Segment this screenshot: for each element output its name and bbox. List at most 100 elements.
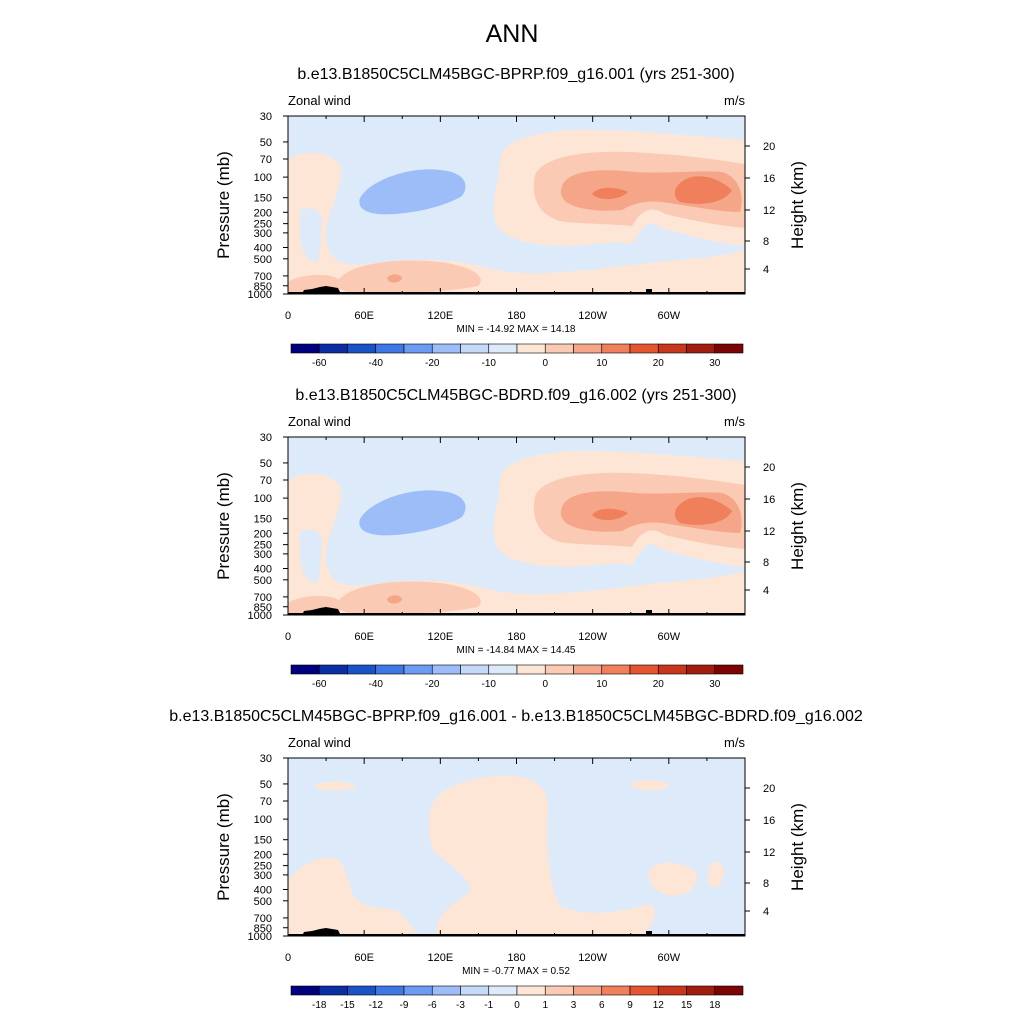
colorbar-swatch bbox=[544, 985, 574, 996]
x-tick-label: 60W bbox=[658, 631, 681, 643]
colorbar-swatch bbox=[460, 343, 490, 354]
colorbar-swatch bbox=[573, 664, 603, 675]
colorbar-swatch bbox=[318, 343, 348, 354]
x-tick-label: 60W bbox=[658, 952, 681, 964]
x-tick-label: 120W bbox=[578, 310, 607, 322]
topography bbox=[646, 931, 652, 936]
y2-tick-label: 8 bbox=[763, 236, 769, 248]
colorbar-label: -40 bbox=[369, 358, 384, 369]
panel-1: b.e13.B1850C5CLM45BGC-BPRP.f09_g16.001 (… bbox=[214, 66, 807, 369]
x-tick-label: 120E bbox=[427, 631, 453, 643]
topography bbox=[646, 610, 652, 615]
y-tick-label: 100 bbox=[254, 172, 272, 184]
colorbar-swatch bbox=[714, 985, 744, 996]
y2-tick-label: 20 bbox=[763, 141, 775, 153]
y2-tick-label: 16 bbox=[763, 173, 775, 185]
figure-title: ANN bbox=[485, 20, 539, 48]
colorbar-label: 18 bbox=[709, 1000, 721, 1011]
y-tick-label: 400 bbox=[254, 563, 272, 575]
colorbar-label: 9 bbox=[627, 1000, 633, 1011]
y-tick-label: 250 bbox=[254, 861, 272, 873]
colorbar-swatch bbox=[516, 343, 546, 354]
topography bbox=[646, 289, 652, 294]
y2-tick-label: 12 bbox=[763, 526, 775, 538]
y-tick-label: 700 bbox=[254, 592, 272, 604]
colorbar-swatch bbox=[629, 343, 659, 354]
x-tick-label: 60E bbox=[354, 952, 374, 964]
colorbar-label: -60 bbox=[312, 358, 327, 369]
colorbar-label: -1 bbox=[484, 1000, 493, 1011]
colorbar-swatch bbox=[714, 664, 744, 675]
colorbar-swatch bbox=[629, 664, 659, 675]
colorbar-label: 0 bbox=[514, 1000, 520, 1011]
tropical-easterly-pocket bbox=[300, 208, 322, 262]
colorbar-label: -6 bbox=[428, 1000, 437, 1011]
y-tick-label: 700 bbox=[254, 271, 272, 283]
panel-variable-label: Zonal wind bbox=[288, 93, 351, 108]
colorbar-label: 30 bbox=[709, 679, 721, 690]
y2-tick-label: 16 bbox=[763, 494, 775, 506]
colorbar-swatch bbox=[290, 985, 320, 996]
y-tick-label: 500 bbox=[254, 575, 272, 587]
colorbar-swatch bbox=[714, 343, 744, 354]
y-tick-label: 100 bbox=[254, 493, 272, 505]
colorbar-swatch bbox=[686, 664, 716, 675]
colorbar-swatch bbox=[290, 343, 320, 354]
y-tick-label: 200 bbox=[254, 528, 272, 540]
y-tick-label: 200 bbox=[254, 207, 272, 219]
colorbar-swatch bbox=[657, 664, 687, 675]
colorbar-label: -60 bbox=[312, 679, 327, 690]
y-tick-label: 30 bbox=[260, 111, 272, 123]
min-max-stats: MIN = -0.77 MAX = 0.52 bbox=[462, 966, 570, 977]
y-tick-label: 250 bbox=[254, 219, 272, 231]
min-max-stats: MIN = -14.92 MAX = 14.18 bbox=[457, 324, 576, 335]
colorbar-label: 30 bbox=[709, 358, 721, 369]
y-tick-label: 50 bbox=[260, 779, 272, 791]
panel-3: b.e13.B1850C5CLM45BGC-BPRP.f09_g16.001 -… bbox=[169, 708, 863, 1011]
y2-tick-label: 12 bbox=[763, 847, 775, 859]
panel-units-label: m/s bbox=[724, 93, 745, 108]
colorbar-swatch bbox=[657, 343, 687, 354]
x-tick-label: 60W bbox=[658, 310, 681, 322]
y-tick-label: 850 bbox=[254, 281, 272, 293]
colorbar-label: 6 bbox=[599, 1000, 605, 1011]
y2-tick-label: 8 bbox=[763, 557, 769, 569]
colorbar-swatch bbox=[573, 343, 603, 354]
colorbar-swatch bbox=[403, 985, 433, 996]
colorbar-label: -3 bbox=[456, 1000, 465, 1011]
surface-westerly-core bbox=[387, 274, 402, 283]
colorbar-label: -20 bbox=[425, 679, 440, 690]
colorbar-swatch bbox=[375, 343, 405, 354]
y-tick-label: 500 bbox=[254, 254, 272, 266]
colorbar-swatch bbox=[544, 343, 574, 354]
panel-title: b.e13.B1850C5CLM45BGC-BPRP.f09_g16.001 -… bbox=[169, 708, 863, 725]
colorbar-swatch bbox=[318, 985, 348, 996]
surface-westerly bbox=[336, 581, 481, 615]
colorbar-swatch bbox=[347, 664, 377, 675]
x-tick-label: 180 bbox=[507, 952, 525, 964]
x-tick-label: 180 bbox=[507, 631, 525, 643]
colorbar-label: 3 bbox=[571, 1000, 577, 1011]
surface-westerly-core bbox=[387, 595, 402, 604]
y2-tick-label: 4 bbox=[763, 585, 769, 597]
y2-tick-label: 12 bbox=[763, 205, 775, 217]
colorbar-label: 15 bbox=[681, 1000, 693, 1011]
y-tick-label: 250 bbox=[254, 540, 272, 552]
colorbar-swatch bbox=[347, 343, 377, 354]
colorbar-label: -18 bbox=[312, 1000, 327, 1011]
y-tick-label: 150 bbox=[254, 835, 272, 847]
positive-diff-central bbox=[428, 775, 656, 936]
y-tick-label: 850 bbox=[254, 923, 272, 935]
y-tick-label: 150 bbox=[254, 193, 272, 205]
panel-units-label: m/s bbox=[724, 414, 745, 429]
positive-diff-strat-1 bbox=[314, 781, 356, 791]
contour-field bbox=[288, 758, 745, 936]
y-tick-label: 70 bbox=[260, 475, 272, 487]
colorbar-swatch bbox=[601, 343, 631, 354]
positive-diff-east-2 bbox=[708, 862, 724, 888]
colorbar-label: 12 bbox=[653, 1000, 665, 1011]
colorbar-swatch bbox=[516, 985, 546, 996]
x-tick-label: 0 bbox=[285, 952, 291, 964]
colorbar-swatch bbox=[488, 343, 518, 354]
